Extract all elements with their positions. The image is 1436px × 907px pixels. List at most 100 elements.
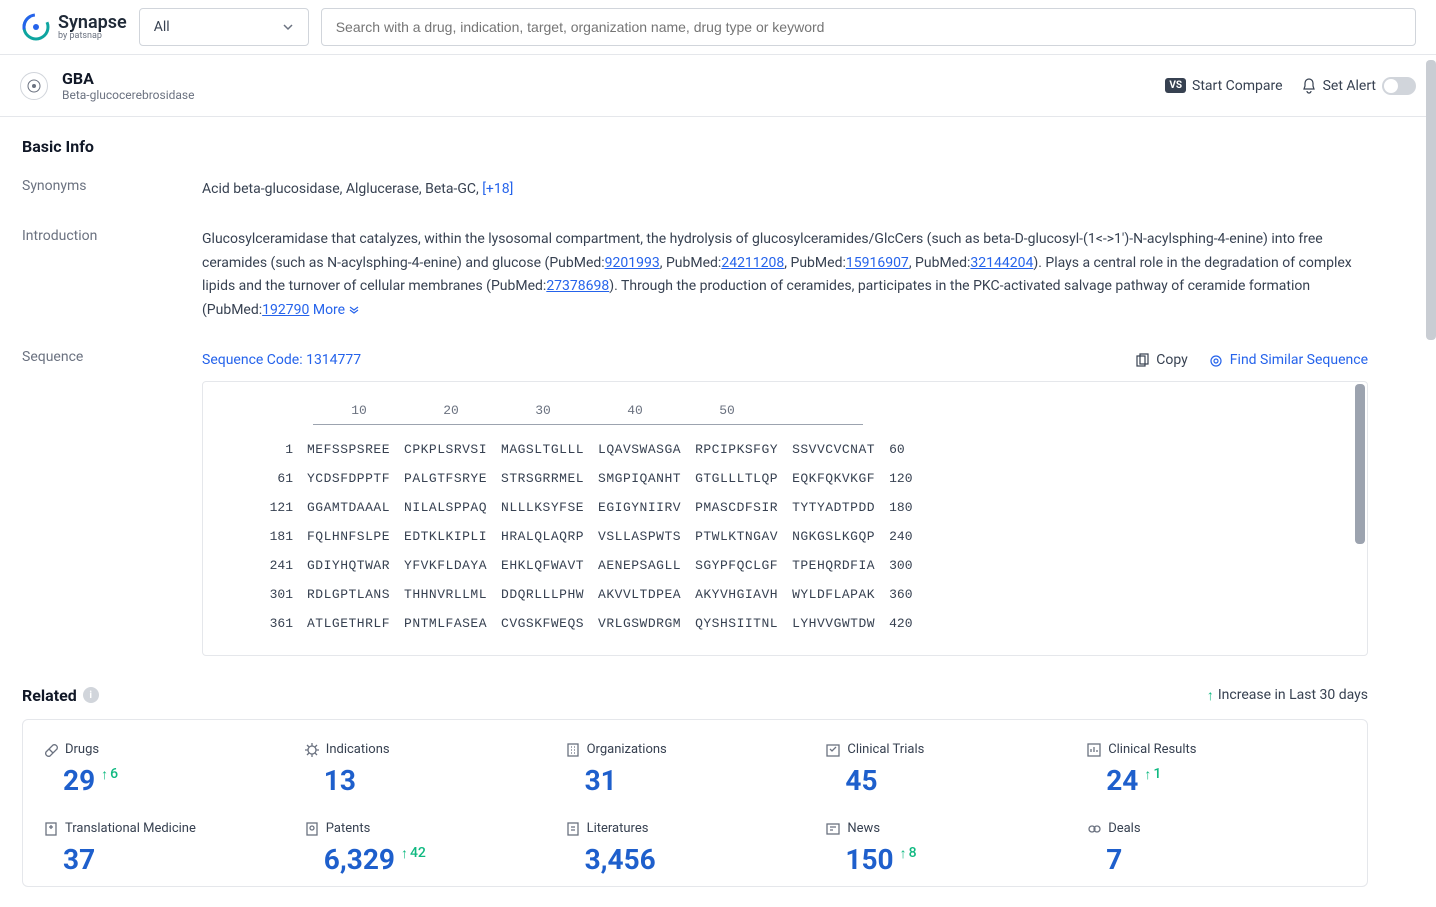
search-filter-dropdown[interactable]: All	[139, 8, 309, 46]
alert-icon	[1301, 78, 1317, 94]
sequence-line: 121GGAMTDAAALNILALSPPAQNLLLKSYFSEEGIGYNI…	[243, 497, 1327, 519]
pill-icon	[43, 742, 59, 758]
virus-icon	[304, 742, 320, 758]
logo-byline: by patsnap	[58, 32, 127, 41]
arrow-up-icon: ↑	[101, 766, 108, 783]
introduction-label: Introduction	[22, 228, 202, 323]
stat-value: 6,329	[324, 843, 395, 876]
result-icon	[1086, 742, 1102, 758]
stat-deals[interactable]: Deals 7	[1086, 821, 1347, 876]
stat-value: 3,456	[585, 843, 656, 876]
synonyms-label: Synonyms	[22, 178, 202, 202]
find-similar-button[interactable]: Find Similar Sequence	[1208, 349, 1368, 373]
sequence-label: Sequence	[22, 349, 202, 656]
page-title: GBA	[62, 69, 1165, 88]
info-icon[interactable]: i	[83, 687, 99, 703]
trial-icon	[825, 742, 841, 758]
stat-label: Clinical Trials	[847, 742, 924, 757]
arrow-up-icon: ↑	[1144, 766, 1151, 783]
page-subtitle: Beta-glucocerebrosidase	[62, 88, 1165, 102]
alert-label: Set Alert	[1323, 78, 1376, 94]
synapse-logo-icon	[20, 11, 52, 43]
stat-label: Patents	[326, 821, 371, 836]
stat-value: 13	[324, 764, 356, 797]
set-alert-button[interactable]: Set Alert	[1301, 77, 1416, 95]
stat-literatures[interactable]: Literatures 3,456	[565, 821, 826, 876]
pubmed-link[interactable]: 32144204	[970, 255, 1033, 271]
stat-label: Clinical Results	[1108, 742, 1196, 757]
target-icon	[20, 72, 48, 100]
sequence-scrollbar[interactable]	[1355, 384, 1365, 544]
lit-icon	[565, 821, 581, 837]
stat-organizations[interactable]: Organizations 31	[565, 742, 826, 797]
stat-label: Literatures	[587, 821, 649, 836]
stat-value: 150	[845, 843, 893, 876]
stat-label: Indications	[326, 742, 390, 757]
basic-info-heading: Basic Info	[22, 137, 1368, 156]
stat-label: Translational Medicine	[65, 821, 196, 836]
stat-value: 45	[845, 764, 877, 797]
copy-button[interactable]: Copy	[1134, 349, 1188, 373]
pubmed-link[interactable]: 9201993	[605, 255, 660, 271]
sequence-line: 301RDLGPTLANSTHHNVRLLMLDDQRLLLPHWAKVVLTD…	[243, 584, 1327, 606]
stat-translational-medicine[interactable]: Translational Medicine 37	[43, 821, 304, 876]
org-icon	[565, 742, 581, 758]
related-legend: ↑ Increase in Last 30 days	[1207, 687, 1368, 704]
stat-drugs[interactable]: Drugs29↑6	[43, 742, 304, 797]
stat-value: 31	[585, 764, 617, 797]
chevron-down-icon	[349, 304, 359, 314]
sequence-code[interactable]: Sequence Code: 1314777	[202, 349, 1114, 373]
stat-clinical-trials[interactable]: Clinical Trials 45	[825, 742, 1086, 797]
med-icon	[43, 821, 59, 837]
sequence-viewer: 10 20 30 40 50 1MEFSSPSREECPKPLSRVSIMAGS…	[202, 381, 1368, 656]
stat-value: 7	[1106, 843, 1122, 876]
page-scrollbar[interactable]	[1426, 60, 1436, 340]
copy-icon	[1134, 353, 1150, 369]
arrow-up-icon: ↑	[1207, 687, 1214, 704]
search-target-icon	[1208, 353, 1224, 369]
compare-label: Start Compare	[1192, 78, 1283, 94]
patent-icon	[304, 821, 320, 837]
pubmed-link[interactable]: 27378698	[546, 278, 609, 294]
start-compare-button[interactable]: VS Start Compare	[1165, 78, 1282, 94]
deal-icon	[1086, 821, 1102, 837]
stat-value: 37	[63, 843, 95, 876]
sequence-line: 361ATLGETHRLFPNTMLFASEACVGSKFWEQSVRLGSWD…	[243, 613, 1327, 635]
page-header: GBA Beta-glucocerebrosidase VS Start Com…	[0, 55, 1436, 117]
pubmed-link[interactable]: 15916907	[846, 255, 909, 271]
synonyms-value: Acid beta-glucosidase, Alglucerase, Beta…	[202, 178, 1368, 202]
stat-label: Drugs	[65, 742, 99, 757]
stat-value: 24	[1106, 764, 1138, 797]
pubmed-link[interactable]: 192790	[262, 302, 309, 318]
top-bar: Synapse by patsnap All	[0, 0, 1436, 55]
chevron-down-icon	[282, 21, 294, 33]
related-heading: Related i	[22, 686, 99, 705]
sequence-line: 1MEFSSPSREECPKPLSRVSIMAGSLTGLLLLQAVSWASG…	[243, 439, 1327, 461]
alert-toggle[interactable]	[1382, 77, 1416, 95]
vs-icon: VS	[1165, 78, 1186, 93]
intro-more-link[interactable]: More	[313, 302, 359, 318]
sequence-line: 181FQLHNFSLPEEDTKLKIPLIHRALQLAQRPVSLLASP…	[243, 526, 1327, 548]
stat-label: News	[847, 821, 880, 836]
search-filter-value: All	[154, 19, 170, 35]
main-content: Basic Info Synonyms Acid beta-glucosidas…	[0, 117, 1390, 907]
related-stats-grid: Drugs29↑6Indications13Organizations31Cli…	[22, 719, 1368, 887]
arrow-up-icon: ↑	[401, 845, 408, 862]
stat-value: 29	[63, 764, 95, 797]
pubmed-link[interactable]: 24211208	[721, 255, 784, 271]
synonyms-more-link[interactable]: [+18]	[482, 181, 513, 197]
news-icon	[825, 821, 841, 837]
search-input[interactable]	[321, 8, 1416, 46]
stat-label: Deals	[1108, 821, 1140, 836]
stat-patents[interactable]: Patents6,329↑42	[304, 821, 565, 876]
introduction-text: Glucosylceramidase that catalyzes, withi…	[202, 228, 1368, 323]
logo[interactable]: Synapse by patsnap	[20, 11, 127, 43]
sequence-ruler: 10 20 30 40 50	[313, 400, 863, 425]
stat-clinical-results[interactable]: Clinical Results24↑1	[1086, 742, 1347, 797]
sequence-line: 61YCDSFDPPTFPALGTFSRYESTRSGRRMELSMGPIQAN…	[243, 468, 1327, 490]
stat-news[interactable]: News150↑8	[825, 821, 1086, 876]
logo-name: Synapse	[58, 14, 127, 32]
sequence-line: 241GDIYHQTWARYFVKFLDAYAEHKLQFWAVTAENEPSA…	[243, 555, 1327, 577]
stat-label: Organizations	[587, 742, 667, 757]
stat-indications[interactable]: Indications 13	[304, 742, 565, 797]
